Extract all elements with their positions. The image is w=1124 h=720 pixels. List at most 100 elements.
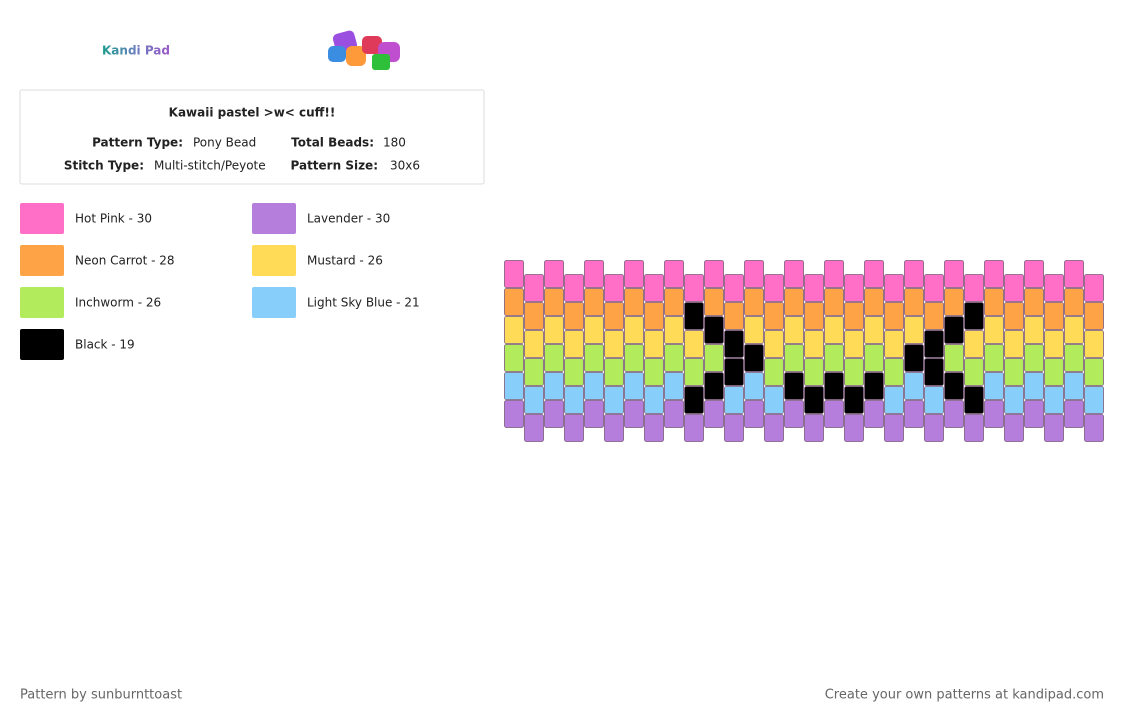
bead [1064,260,1084,288]
bead [564,302,584,330]
logo-beads [328,30,400,70]
field-label: Pattern Type: [92,136,183,150]
bead [864,288,884,316]
bead [684,358,704,386]
bead [564,414,584,442]
logo[interactable]: Kandi Pad [102,44,170,58]
bead [504,260,524,288]
bead [884,358,904,386]
legend-label: Inchworm - 26 [75,296,161,310]
bead [984,260,1004,288]
legend-swatch [252,287,296,318]
bead [864,372,884,400]
legend-swatch [20,203,64,234]
bead [724,414,744,442]
bead [524,274,544,302]
bead [684,274,704,302]
bead [1084,386,1104,414]
bead [544,344,564,372]
bead [1044,414,1064,442]
bead [644,330,664,358]
bead [884,302,904,330]
info-box [19,89,485,185]
bead [544,400,564,428]
field-value: 30x6 [390,159,420,173]
bead [544,260,564,288]
legend-label: Black - 19 [75,338,135,352]
bead [1024,260,1044,288]
bead [784,288,804,316]
bead [924,274,944,302]
bead [664,288,684,316]
legend-swatch [252,203,296,234]
bead [744,344,764,372]
bead [744,372,764,400]
bead [704,316,724,344]
bead [1084,330,1104,358]
bead [964,330,984,358]
bead [904,372,924,400]
bead [1004,302,1024,330]
bead [884,330,904,358]
bead [824,372,844,400]
bead [904,400,924,428]
legend-swatch [252,245,296,276]
bead [544,288,564,316]
bead [544,316,564,344]
bead [944,400,964,428]
bead [1044,386,1064,414]
bead [624,316,644,344]
bead [524,414,544,442]
bead [864,260,884,288]
bead [704,344,724,372]
bead [964,386,984,414]
bead [824,400,844,428]
bead [724,274,744,302]
bead [624,260,644,288]
bead [624,400,644,428]
bead [1044,302,1064,330]
bead [584,400,604,428]
field-label: Total Beads: [291,136,374,150]
bead [1064,288,1084,316]
bead [584,344,604,372]
bead [784,344,804,372]
bead [604,414,624,442]
credit: Pattern by sunburnttoast [20,688,182,703]
bead [564,358,584,386]
bead [724,330,744,358]
bead [1064,372,1084,400]
bead [924,386,944,414]
bead [1004,358,1024,386]
bead [644,358,664,386]
bead [544,372,564,400]
bead [564,386,584,414]
bead [924,302,944,330]
legend-swatch [20,287,64,318]
bead [524,386,544,414]
legend-label: Light Sky Blue - 21 [307,296,420,310]
bead [784,372,804,400]
bead [1004,330,1024,358]
bead [824,288,844,316]
bead [984,344,1004,372]
bead [604,274,624,302]
bead [844,358,864,386]
promo[interactable]: Create your own patterns at kandipad.com [825,688,1104,703]
bead [844,386,864,414]
bead [984,288,1004,316]
bead [764,274,784,302]
field-value: 180 [383,136,406,150]
bead [604,386,624,414]
bead [924,414,944,442]
legend-label: Lavender - 30 [307,212,390,226]
bead [764,330,784,358]
bead [604,358,624,386]
bead [824,344,844,372]
bead [924,358,944,386]
bead [644,302,664,330]
bead [584,316,604,344]
bead [804,414,824,442]
bead [764,414,784,442]
